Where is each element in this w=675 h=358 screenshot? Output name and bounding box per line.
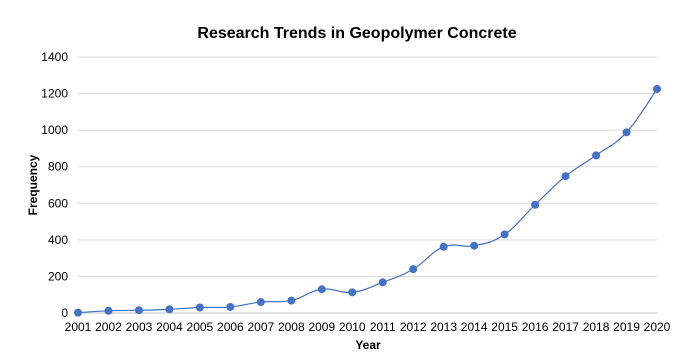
y-tick-label: 1400: [41, 50, 68, 64]
x-tick-label: 2012: [400, 320, 427, 334]
data-point: [439, 242, 448, 251]
data-point: [165, 305, 174, 314]
x-tick-label: 2007: [247, 320, 274, 334]
x-tick-label: 2020: [644, 320, 671, 334]
x-axis-ticks: 2001 2002 2003 2004 2005 2006 2007 2008 2009 2010…: [65, 320, 671, 334]
chart-title: Research Trends in Geopolymer Concrete: [197, 25, 516, 42]
data-point: [74, 308, 82, 317]
data-point: [409, 265, 418, 274]
data-point: [500, 230, 509, 239]
x-tick-label: 2006: [217, 320, 244, 334]
x-tick-label: 2004: [156, 320, 183, 334]
y-axis-title: Frequency: [26, 154, 40, 215]
data-point: [287, 296, 296, 305]
series-line: [77, 88, 658, 314]
x-tick-label: 2002: [95, 320, 122, 334]
data-point: [561, 172, 570, 181]
y-tick-label: 0: [61, 306, 68, 320]
data-point: [317, 285, 326, 294]
y-tick-label: 400: [48, 233, 68, 247]
y-tick-label: 200: [48, 269, 68, 283]
y-axis-ticks: 0 200 400 600 800 1000 1200 1400: [41, 50, 68, 320]
data-point: [134, 306, 143, 315]
x-tick-label: 2016: [522, 320, 549, 334]
x-tick-label: 2017: [552, 320, 579, 334]
x-tick-label: 2011: [370, 320, 396, 334]
data-point: [622, 128, 631, 137]
data-points: [74, 85, 661, 317]
series-line-layer: [77, 88, 658, 314]
data-point: [104, 306, 113, 315]
x-tick-label: 2001: [65, 320, 92, 334]
x-tick-label: 2018: [583, 320, 610, 334]
data-point: [653, 85, 661, 93]
y-tick-label: 800: [48, 160, 68, 174]
x-tick-label: 2013: [430, 320, 457, 334]
y-tick-label: 1200: [41, 87, 68, 101]
x-tick-label: 2003: [126, 320, 153, 334]
x-tick-label: 2005: [187, 320, 214, 334]
data-point: [195, 303, 204, 312]
x-tick-label: 2009: [308, 320, 335, 334]
data-point: [592, 151, 601, 160]
x-tick-label: 2008: [278, 320, 305, 334]
x-tick-label: 2010: [339, 320, 366, 334]
x-axis-title: Year: [355, 338, 381, 352]
data-point: [470, 241, 479, 250]
data-point: [531, 200, 540, 209]
x-tick-label: 2014: [461, 320, 488, 334]
y-tick-label: 1000: [41, 123, 68, 137]
data-point: [226, 302, 235, 311]
data-point: [256, 298, 265, 307]
x-tick-label: 2019: [613, 320, 640, 334]
gridlines: [78, 56, 657, 314]
x-tick-label: 2015: [491, 320, 518, 334]
data-point: [378, 278, 387, 287]
y-tick-label: 600: [48, 196, 68, 210]
data-point: [348, 288, 357, 297]
